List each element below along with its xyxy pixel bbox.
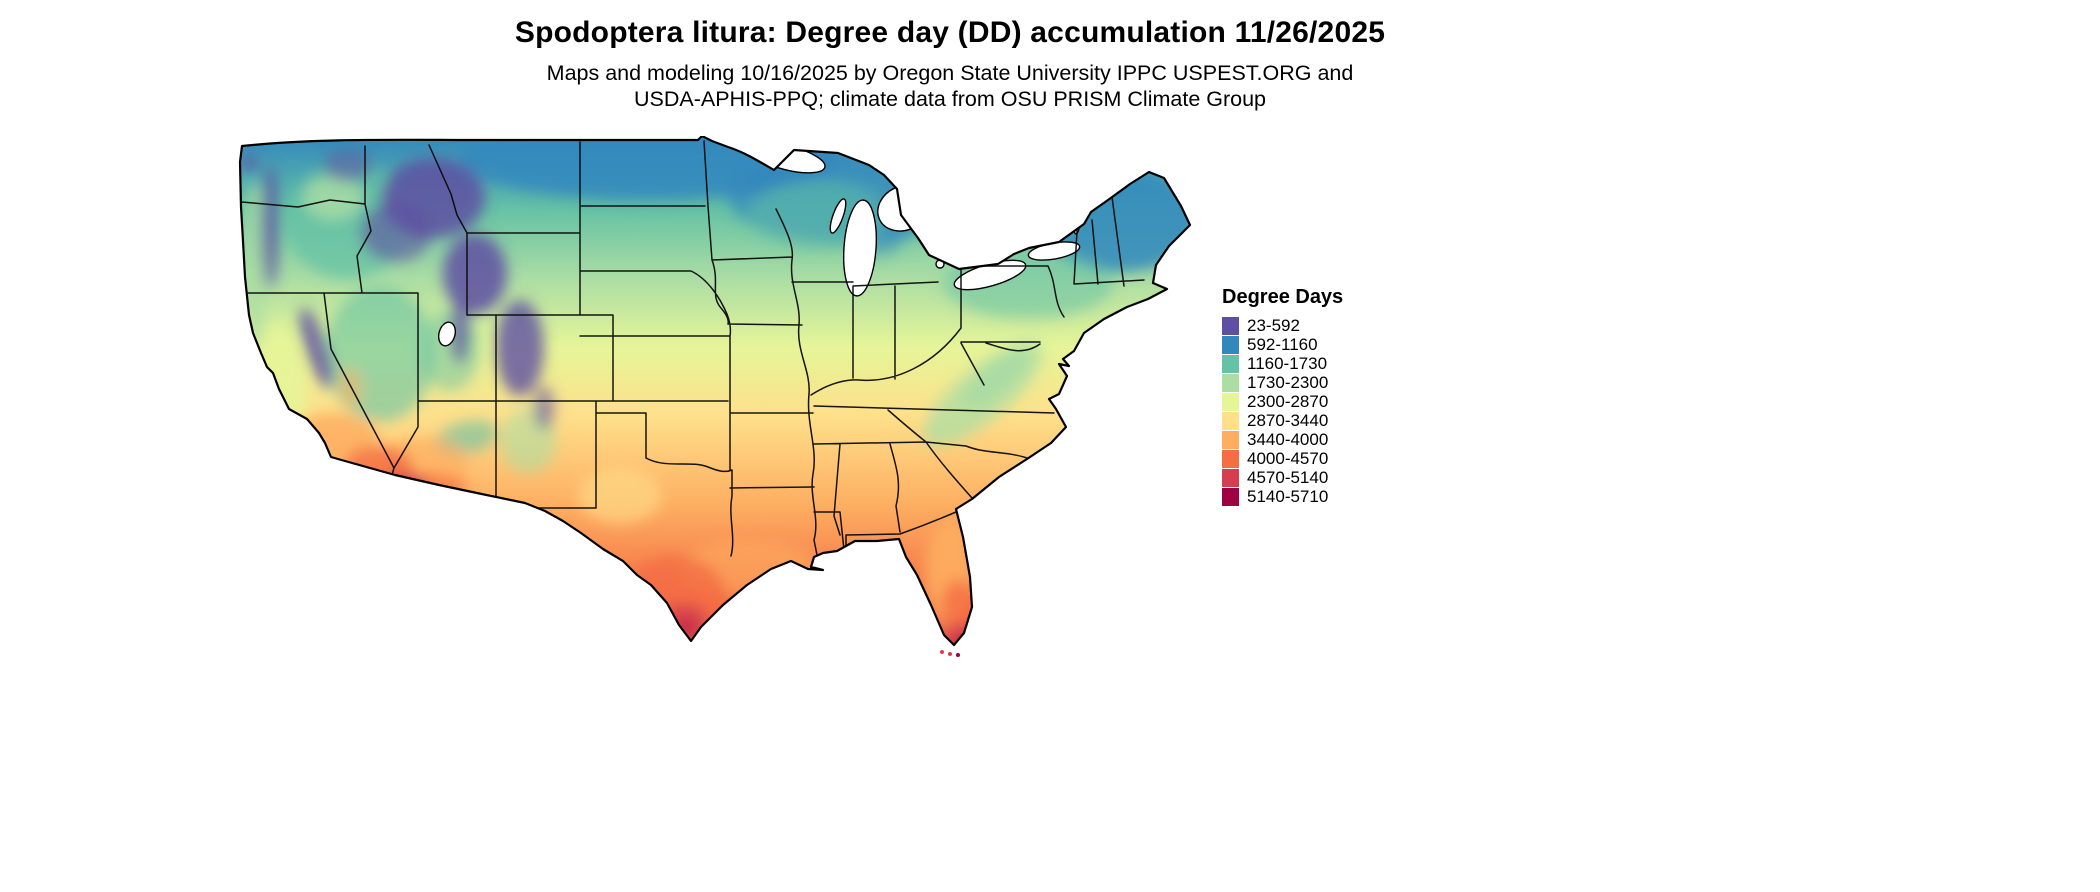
legend-swatch bbox=[1222, 449, 1239, 468]
raster-blob bbox=[323, 150, 373, 182]
legend-label: 1160-1730 bbox=[1247, 353, 1328, 373]
raster-blob bbox=[299, 307, 333, 389]
raster-blob bbox=[303, 176, 363, 220]
raster-blob bbox=[534, 386, 554, 430]
legend-swatch bbox=[1222, 411, 1239, 430]
legend-entry: 592-1160 bbox=[1222, 335, 1343, 354]
legend-entry: 2870-3440 bbox=[1222, 411, 1343, 430]
legend-entry: 1730-2300 bbox=[1222, 373, 1343, 392]
legend-swatch bbox=[1222, 373, 1239, 392]
legend-entry: 4570-5140 bbox=[1222, 468, 1343, 487]
raster-blob bbox=[443, 234, 507, 314]
legend-title: Degree Days bbox=[1222, 286, 1344, 308]
us-map-svg bbox=[238, 136, 1192, 657]
green-bay bbox=[829, 198, 847, 234]
legend-entry: 1160-1730 bbox=[1222, 354, 1343, 373]
florida-key-dot bbox=[940, 650, 944, 654]
us-outline bbox=[238, 136, 1192, 647]
state-boundaries bbox=[241, 140, 1145, 561]
legend-label: 5140-5710 bbox=[1247, 486, 1329, 506]
legend-entries: 23-592 592-1160 1160-1730 1730-2300 2300-287… bbox=[1222, 316, 1343, 506]
raster-blob bbox=[623, 556, 727, 640]
raster-blob bbox=[387, 484, 409, 498]
florida-key-dot bbox=[956, 653, 960, 657]
florida-keys bbox=[940, 650, 960, 657]
raster-blob bbox=[578, 468, 662, 524]
legend-swatch bbox=[1222, 335, 1239, 354]
raster-blob bbox=[266, 322, 306, 424]
legend-label: 2870-3440 bbox=[1247, 410, 1329, 430]
legend-entry: 23-592 bbox=[1222, 316, 1343, 335]
legend-label: 4570-5140 bbox=[1247, 467, 1329, 487]
legend-label: 23-592 bbox=[1247, 315, 1300, 335]
raster-blob bbox=[360, 202, 432, 262]
map-subtitle: Maps and modeling 10/16/2025 by Oregon S… bbox=[0, 60, 1900, 112]
us-degree-day-map bbox=[228, 136, 1196, 666]
legend-label: 3440-4000 bbox=[1247, 429, 1329, 449]
lake-michigan bbox=[842, 199, 878, 297]
legend-entry: 3440-4000 bbox=[1222, 430, 1343, 449]
legend-label: 4000-4570 bbox=[1247, 448, 1329, 468]
map-title: Spodoptera litura: Degree day (DD) accum… bbox=[514, 16, 1386, 49]
legend-entry: 5140-5710 bbox=[1222, 487, 1343, 506]
raster-blob bbox=[923, 341, 1043, 447]
legend: Degree Days 23-592 592-1160 1160-1730 1730-… bbox=[1222, 286, 1343, 506]
legend-swatch bbox=[1222, 487, 1239, 506]
legend-entry: 4000-4570 bbox=[1222, 449, 1343, 468]
map-subtitle-line2: USDA-APHIS-PPQ; climate data from OSU PR… bbox=[633, 87, 1267, 112]
legend-label: 592-1160 bbox=[1247, 334, 1318, 354]
legend-swatch bbox=[1222, 430, 1239, 449]
legend-entry: 2300-2870 bbox=[1222, 392, 1343, 411]
florida-key-dot bbox=[948, 652, 952, 656]
raster-blob bbox=[339, 368, 361, 408]
legend-label: 2300-2870 bbox=[1247, 391, 1329, 411]
map-subtitle-line1: Maps and modeling 10/16/2025 by Oregon S… bbox=[546, 61, 1354, 85]
great-salt-lake bbox=[437, 321, 457, 347]
legend-swatch bbox=[1222, 354, 1239, 373]
raster-blob bbox=[261, 166, 279, 290]
raster-blob bbox=[242, 154, 256, 172]
legend-label: 1730-2300 bbox=[1247, 372, 1329, 392]
legend-swatch bbox=[1222, 392, 1239, 411]
raster-blob bbox=[344, 446, 412, 486]
raster-blob bbox=[496, 300, 544, 396]
legend-swatch bbox=[1222, 316, 1239, 335]
legend-swatch bbox=[1222, 468, 1239, 487]
raster-blob bbox=[450, 300, 470, 364]
